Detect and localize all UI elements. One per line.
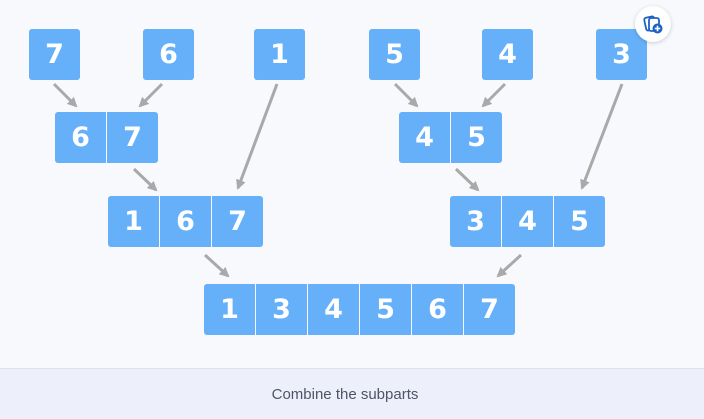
arrow-pair-45-to-triple xyxy=(454,167,480,192)
single-cell-1: 7 xyxy=(29,29,80,80)
final-cell-5: 6 xyxy=(412,284,463,335)
arrow-triple-345-to-final xyxy=(496,253,523,278)
arrow-3-to-triple xyxy=(580,83,624,190)
single-cell-3: 1 xyxy=(254,29,305,80)
arrow-4-to-pair xyxy=(481,82,507,108)
final-cell-6: 7 xyxy=(464,284,515,335)
caption-bar: Combine the subparts xyxy=(0,368,704,419)
arrow-5-to-pair xyxy=(393,82,419,108)
arrow-triple-167-to-final xyxy=(203,253,230,278)
single-cell-6: 3 xyxy=(596,29,647,80)
final-cell-2: 3 xyxy=(256,284,307,335)
final-cell-3: 4 xyxy=(308,284,359,335)
arrow-1-to-triple xyxy=(236,83,279,190)
final-cell-1: 1 xyxy=(204,284,255,335)
single-cell-4: 5 xyxy=(369,29,420,80)
arrow-7-to-pair xyxy=(52,82,78,108)
arrow-pair-67-to-triple xyxy=(132,167,158,192)
triple-a-cell-1: 1 xyxy=(108,196,159,247)
triple-a-cell-3: 7 xyxy=(212,196,263,247)
copy-add-button[interactable] xyxy=(635,6,671,42)
triple-a-cell-2: 6 xyxy=(160,196,211,247)
pair-b-cell-1: 4 xyxy=(399,112,450,163)
triple-b-cell-1: 3 xyxy=(450,196,501,247)
merge-diagram: 7 6 1 5 4 3 6 7 4 5 1 6 7 3 4 5 1 3 4 5 … xyxy=(29,6,671,335)
final-cell-4: 5 xyxy=(360,284,411,335)
single-cell-5: 4 xyxy=(482,29,533,80)
pair-b-cell-2: 5 xyxy=(451,112,502,163)
arrow-6-to-pair xyxy=(138,82,164,108)
triple-b-cell-2: 4 xyxy=(502,196,553,247)
pair-a-cell-1: 6 xyxy=(55,112,106,163)
copy-add-icon xyxy=(643,15,663,34)
pair-a-cell-2: 7 xyxy=(107,112,158,163)
triple-b-cell-3: 5 xyxy=(554,196,605,247)
arrow-layer xyxy=(52,82,624,278)
caption-text: Combine the subparts xyxy=(271,385,419,403)
single-cell-2: 6 xyxy=(143,29,194,80)
